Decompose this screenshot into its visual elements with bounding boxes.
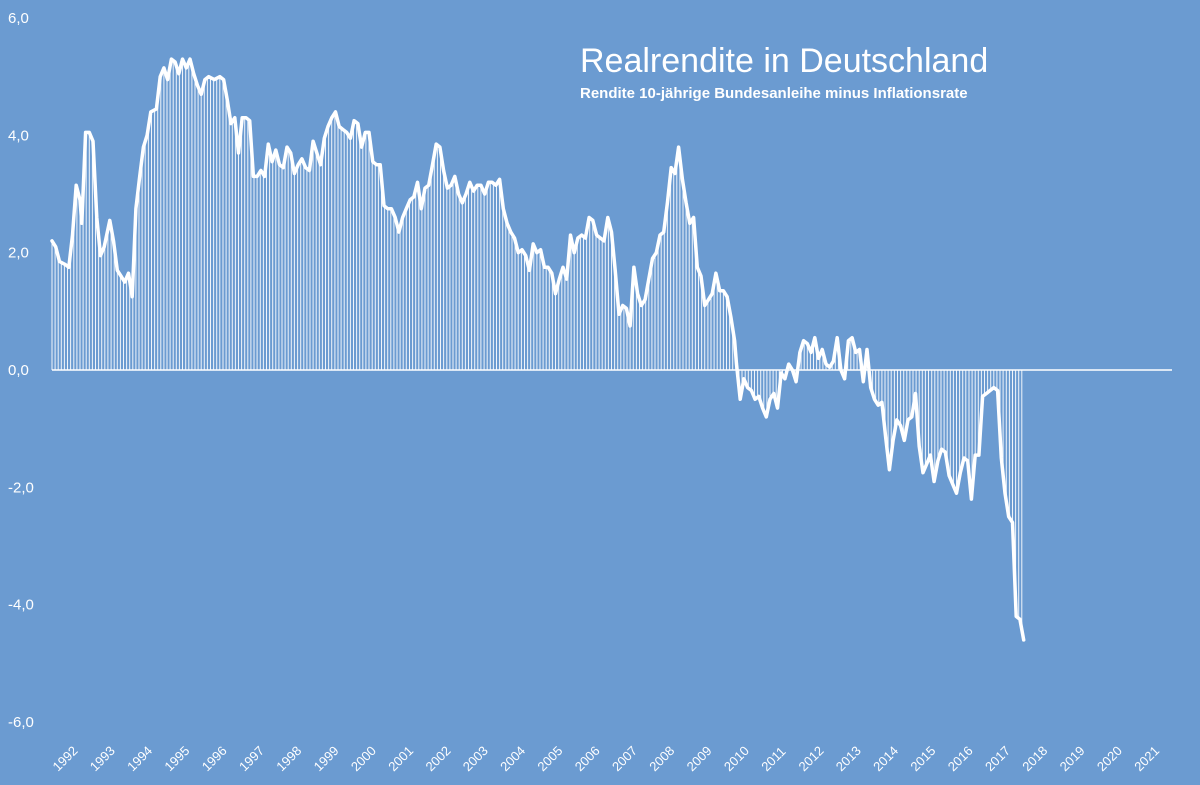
y-tick-label: -4,0 xyxy=(8,597,34,614)
y-tick-label: 6,0 xyxy=(8,10,29,27)
y-tick-label: -2,0 xyxy=(8,479,34,496)
chart-subtitle: Rendite 10-jährige Bundesanleihe minus I… xyxy=(580,85,968,102)
y-axis-tick-labels: 6,0 4,0 2,0 0,0 -2,0 -4,0 -6,0 xyxy=(8,10,34,731)
y-tick-label: 4,0 xyxy=(8,127,29,144)
y-tick-label: -6,0 xyxy=(8,714,34,731)
y-tick-label: 2,0 xyxy=(8,245,29,262)
chart-title: Realrendite in Deutschland xyxy=(580,42,988,80)
real-yield-line xyxy=(50,57,1026,642)
y-tick-label: 0,0 xyxy=(8,362,29,379)
